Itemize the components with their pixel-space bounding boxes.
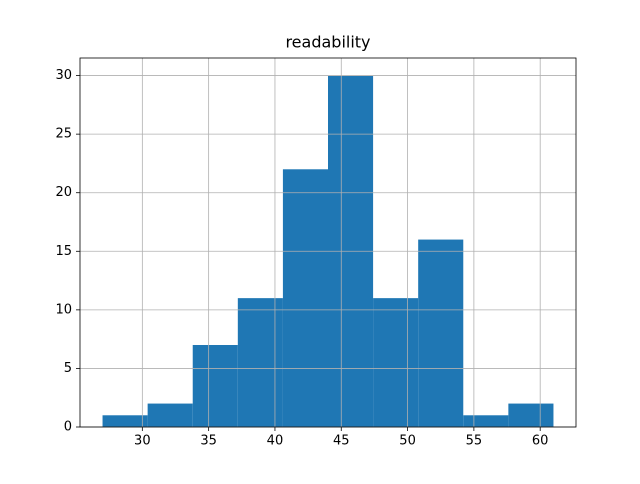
bar (282, 169, 328, 428)
bar (463, 415, 509, 427)
y-tick-label: 0 (64, 420, 72, 435)
bar (418, 239, 464, 427)
x-tick-label: 60 (532, 434, 549, 449)
x-tick-label: 40 (267, 434, 284, 449)
x-tick-label: 35 (200, 434, 217, 449)
y-tick-label: 20 (55, 185, 72, 200)
y-tick-label: 30 (55, 68, 72, 83)
y-tick-label: 10 (55, 302, 72, 317)
bar (102, 415, 148, 427)
y-tick-label: 25 (55, 127, 72, 142)
x-tick-label: 45 (333, 434, 350, 449)
bar (508, 403, 554, 427)
y-tick-label: 15 (55, 244, 72, 259)
bar (237, 298, 283, 427)
chart-title: readability (285, 33, 370, 52)
bar (373, 298, 419, 427)
plot-frame (79, 57, 577, 428)
x-tick-label: 50 (399, 434, 416, 449)
bar (147, 403, 193, 427)
bar (192, 345, 238, 427)
x-tick-label: 55 (466, 434, 483, 449)
y-tick-label: 5 (64, 361, 72, 376)
x-tick-label: 30 (134, 434, 151, 449)
